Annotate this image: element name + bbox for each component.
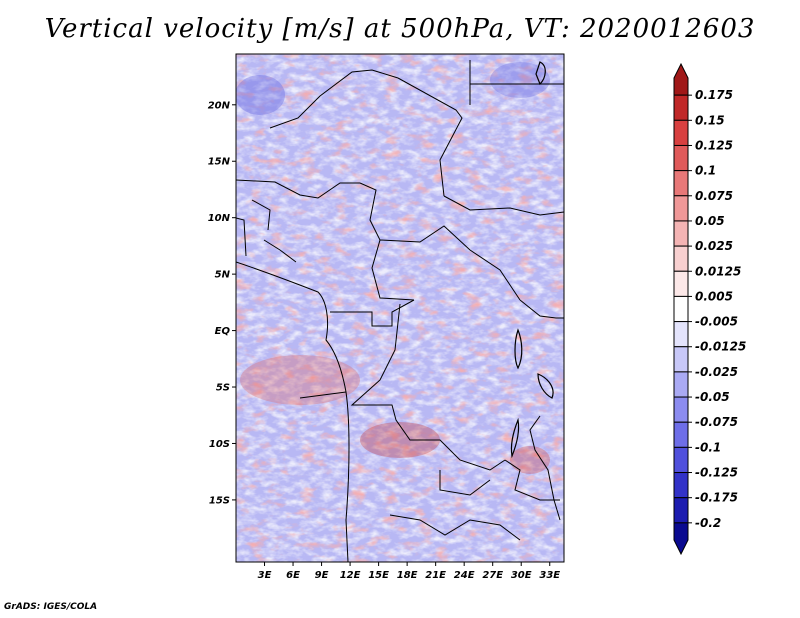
colorbar-swatch <box>673 119 689 146</box>
colorbar-label: 0.025 <box>695 239 733 253</box>
lat-tick-label: 10S <box>209 439 230 450</box>
colorbar-label: -0.125 <box>695 466 738 480</box>
colorbar-label: -0.175 <box>695 491 738 505</box>
colorbar-label: 0.05 <box>695 214 725 228</box>
colorbar: 0.175 0.15 0.125 0.1 0.075 0.05 0.025 0.0125 0.0… <box>673 62 746 556</box>
lon-tick-label: 3E <box>258 570 272 581</box>
colorbar-label: -0.005 <box>695 315 738 329</box>
lat-tick-label: EQ <box>215 326 231 337</box>
colorbar-swatch <box>673 371 689 398</box>
colorbar-label: -0.025 <box>695 365 738 379</box>
lat-tick-label: 15S <box>209 495 230 506</box>
lon-tick-label: 21E <box>425 570 446 581</box>
colorbar-swatch <box>673 421 689 448</box>
country-borders <box>236 60 564 562</box>
lon-tick-label: 9E <box>315 570 329 581</box>
chart-title: Vertical velocity [m/s] at 500hPa, VT: 2… <box>44 14 756 44</box>
colorbar-swatch <box>673 472 689 499</box>
colorbar-swatch <box>673 170 689 197</box>
lat-tick-label: 5S <box>216 383 230 394</box>
lat-tick-label: 15N <box>208 157 231 168</box>
colorbar-swatch <box>673 295 689 323</box>
colorbar-label: -0.05 <box>695 390 730 404</box>
colorbar-top-arrow <box>673 62 689 96</box>
colorbar-label: 0.005 <box>695 289 733 303</box>
lon-tick-label: 30E <box>511 570 532 581</box>
colorbar-swatch <box>673 220 689 247</box>
map-frame <box>235 53 565 563</box>
lat-tick-label: 5N <box>215 270 231 281</box>
colorbar-swatch <box>673 94 689 121</box>
colorbar-swatch <box>673 270 689 297</box>
colorbar-swatch <box>673 144 689 172</box>
colorbar-label: 0.1 <box>695 164 716 178</box>
colorbar-label: 0.175 <box>695 88 733 102</box>
lat-tick-label: 10N <box>208 213 231 224</box>
colorbar-label: -0.1 <box>695 440 721 454</box>
colorbar-label: 0.0125 <box>695 264 741 278</box>
colorbar-label: -0.2 <box>695 516 721 530</box>
colorbar-label: 0.15 <box>695 113 725 127</box>
colorbar-swatch <box>673 446 689 474</box>
colorbar-swatch <box>673 497 689 524</box>
colorbar-swatch <box>673 245 689 272</box>
lon-tick-label: 24E <box>454 570 475 581</box>
colorbar-swatch <box>673 321 689 348</box>
lon-tick-label: 33E <box>539 570 560 581</box>
colorbar-swatch <box>673 396 689 423</box>
colorbar-bottom-arrow <box>673 522 689 556</box>
colorbar-label: -0.075 <box>695 415 738 429</box>
grads-credit: GrADS: IGES/COLA <box>4 602 98 612</box>
longitude-axis: 3E 6E 9E 12E 15E 18E 21E 24E 27E 30E 33E <box>258 562 560 581</box>
lon-tick-label: 15E <box>368 570 389 581</box>
lon-tick-label: 12E <box>340 570 361 581</box>
colorbar-label: 0.075 <box>695 189 733 203</box>
lat-tick-label: 20N <box>208 100 231 111</box>
colorbar-label: -0.0125 <box>695 340 746 354</box>
colorbar-swatch <box>673 346 689 373</box>
latitude-axis: 20N 15N 10N 5N EQ 5S 10S 15S <box>208 100 236 506</box>
lon-tick-label: 6E <box>286 570 300 581</box>
lon-tick-label: 18E <box>397 570 418 581</box>
colorbar-swatch <box>673 195 689 222</box>
lakes <box>510 61 554 459</box>
lon-tick-label: 27E <box>482 570 503 581</box>
colorbar-label: 0.125 <box>695 138 733 152</box>
